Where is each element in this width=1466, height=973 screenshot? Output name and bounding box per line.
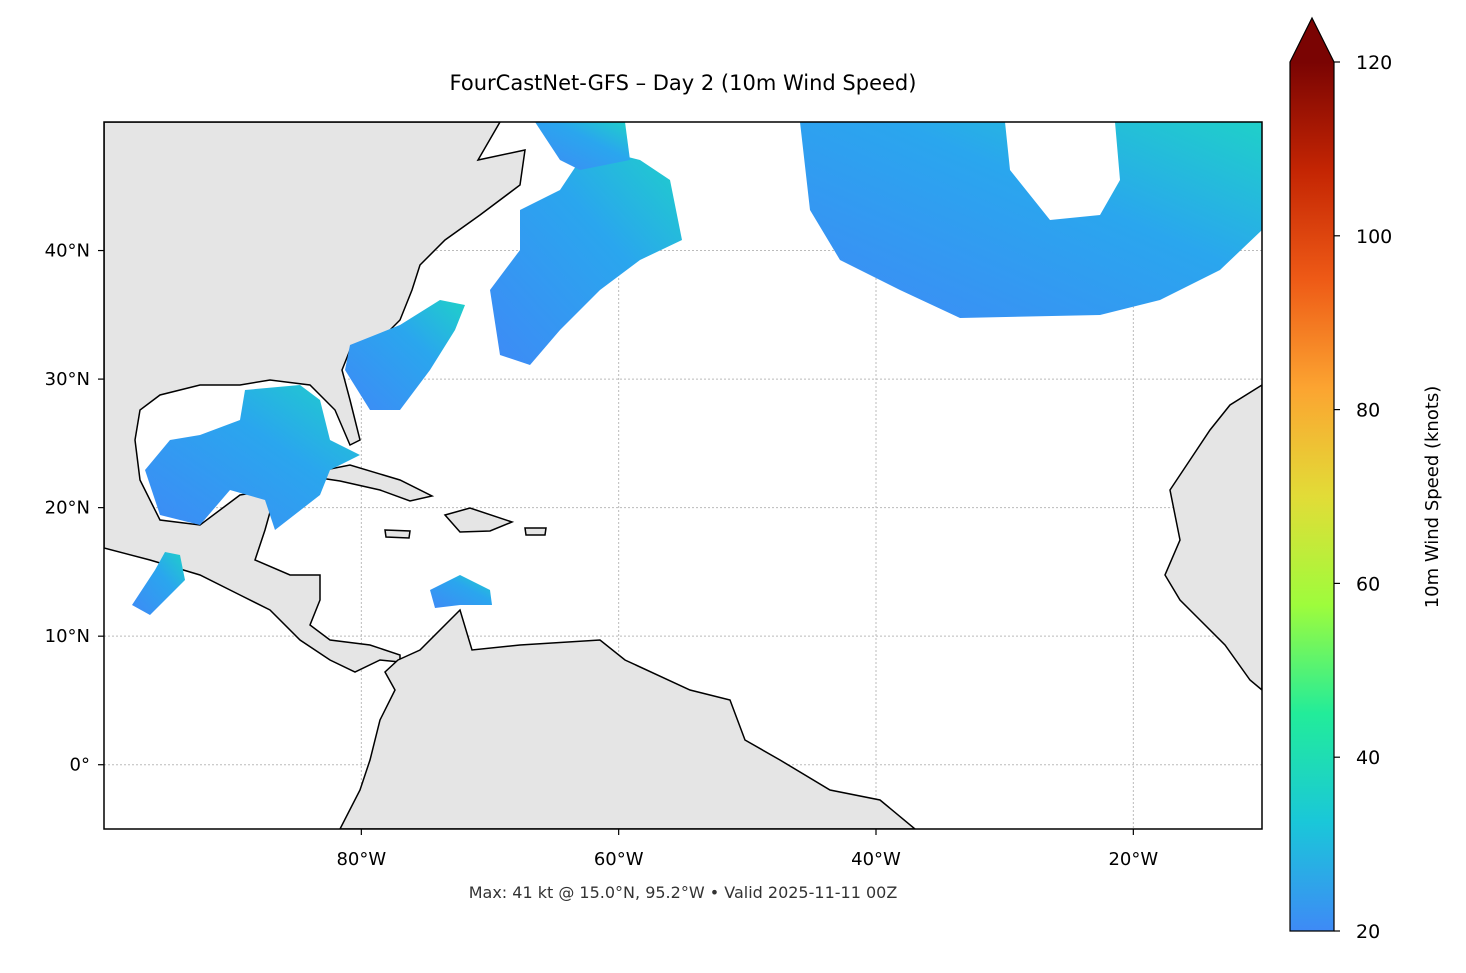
land-hispaniola: [443, 507, 515, 533]
colorbar-tick-label: 20: [1356, 921, 1380, 943]
axis-ticks: 80°W 60°W 40°W 20°W 0° 10°N 20°N 30°N 40°N: [45, 241, 1159, 870]
wind-area-caribbean: [430, 575, 492, 608]
annotation: Max: 41 kt @ 15.0°N, 95.2°W • Valid 2025…: [469, 883, 898, 902]
y-tick-label: 10°N: [45, 626, 90, 647]
colorbar-tick-label: 100: [1356, 226, 1392, 248]
plot-frame: [103, 121, 1263, 830]
x-tick-label: 80°W: [336, 849, 386, 870]
colorbar-label: 10m Wind Speed (knots): [1422, 386, 1443, 609]
wind-area-pacific: [132, 552, 185, 615]
wind-area-gulf-st-lawrence: [535, 122, 630, 170]
land-north-america: [104, 122, 526, 673]
colorbar: 20 40 60 80 100 120: [1289, 16, 1392, 943]
colorbar-gradient: [1290, 62, 1334, 931]
wind-area-northwest-atlantic: [490, 150, 682, 365]
wind-area-gulf: [145, 385, 360, 530]
y-tick-label: 40°N: [45, 241, 90, 262]
land-cuba: [299, 464, 435, 502]
colorbar-tick-label: 120: [1356, 52, 1392, 74]
land-puerto-rico: [524, 527, 547, 536]
wind-area-north-atlantic: [800, 122, 1262, 318]
land-south-america: [339, 608, 917, 829]
colorbar-tick-label: 80: [1356, 400, 1380, 422]
x-tick-label: 40°W: [851, 849, 901, 870]
colorbar-extend: [1290, 18, 1334, 62]
land-jamaica: [384, 529, 411, 539]
colorbar-outline: [1289, 16, 1335, 932]
land-africa: [1164, 384, 1262, 691]
y-tick-label: 30°N: [45, 369, 90, 390]
y-tick-label: 0°: [70, 755, 90, 776]
wind-area-southeast-coast: [345, 300, 465, 410]
map-layer: [104, 122, 1262, 829]
chart-title: FourCastNet-GFS – Day 2 (10m Wind Speed): [450, 71, 917, 95]
x-tick-label: 20°W: [1108, 849, 1158, 870]
x-tick-label: 60°W: [594, 849, 644, 870]
y-tick-label: 20°N: [45, 498, 90, 519]
colorbar-tick-label: 40: [1356, 747, 1380, 769]
colorbar-tick-label: 60: [1356, 573, 1380, 595]
